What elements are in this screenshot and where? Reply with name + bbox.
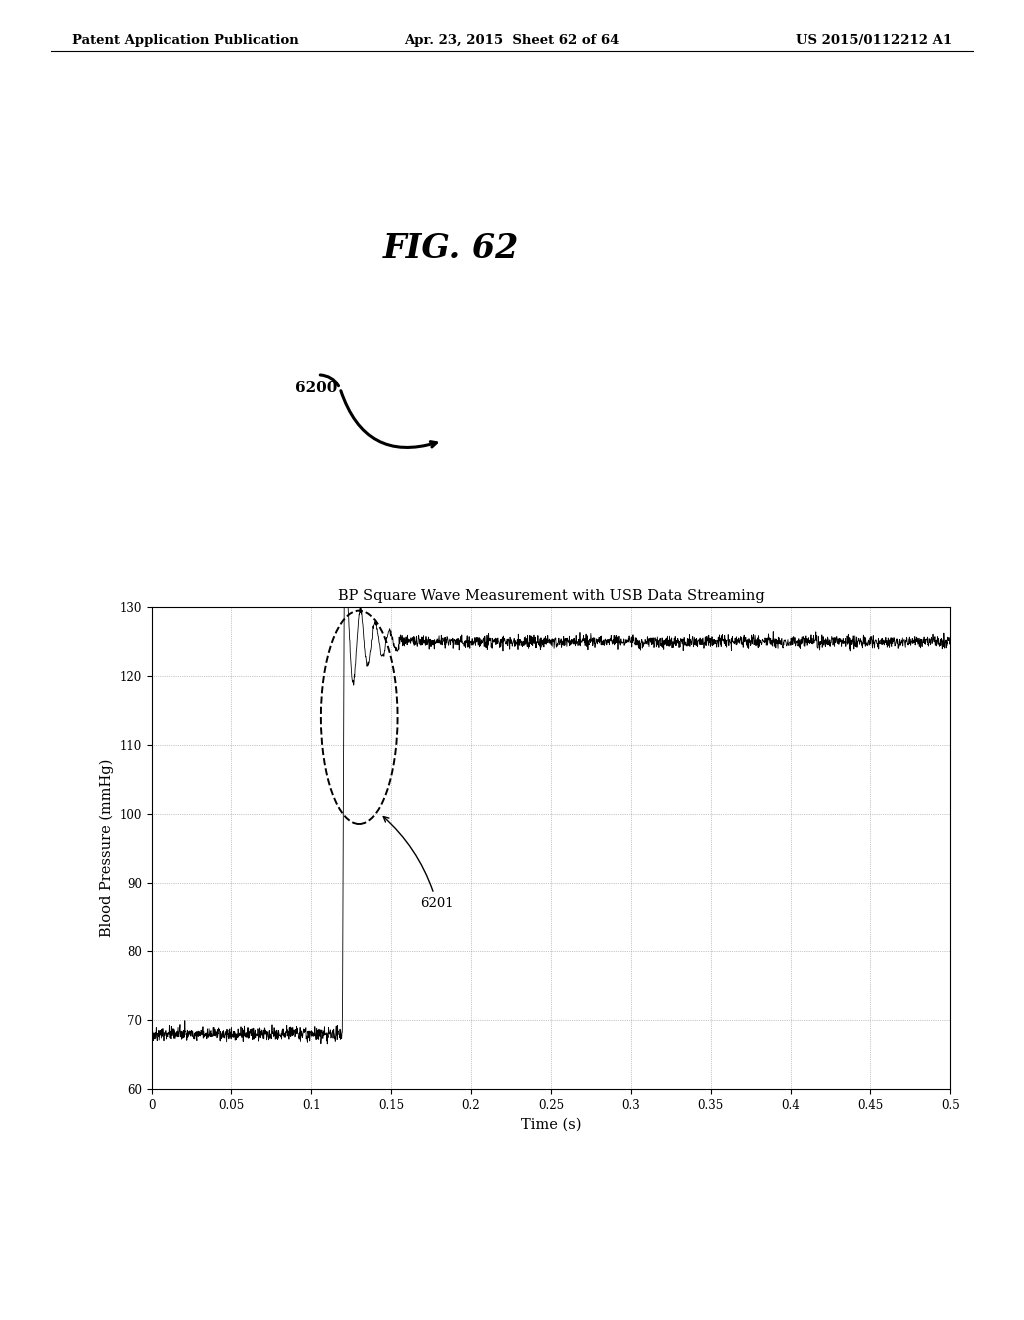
Text: Apr. 23, 2015  Sheet 62 of 64: Apr. 23, 2015 Sheet 62 of 64 xyxy=(404,34,620,48)
Title: BP Square Wave Measurement with USB Data Streaming: BP Square Wave Measurement with USB Data… xyxy=(338,589,764,603)
Text: 6201: 6201 xyxy=(383,817,454,909)
Text: US 2015/0112212 A1: US 2015/0112212 A1 xyxy=(797,34,952,48)
Text: 6200: 6200 xyxy=(295,381,337,395)
X-axis label: Time (s): Time (s) xyxy=(520,1117,582,1131)
Y-axis label: Blood Pressure (mmHg): Blood Pressure (mmHg) xyxy=(99,759,114,937)
Text: Patent Application Publication: Patent Application Publication xyxy=(72,34,298,48)
Text: FIG. 62: FIG. 62 xyxy=(382,231,519,264)
